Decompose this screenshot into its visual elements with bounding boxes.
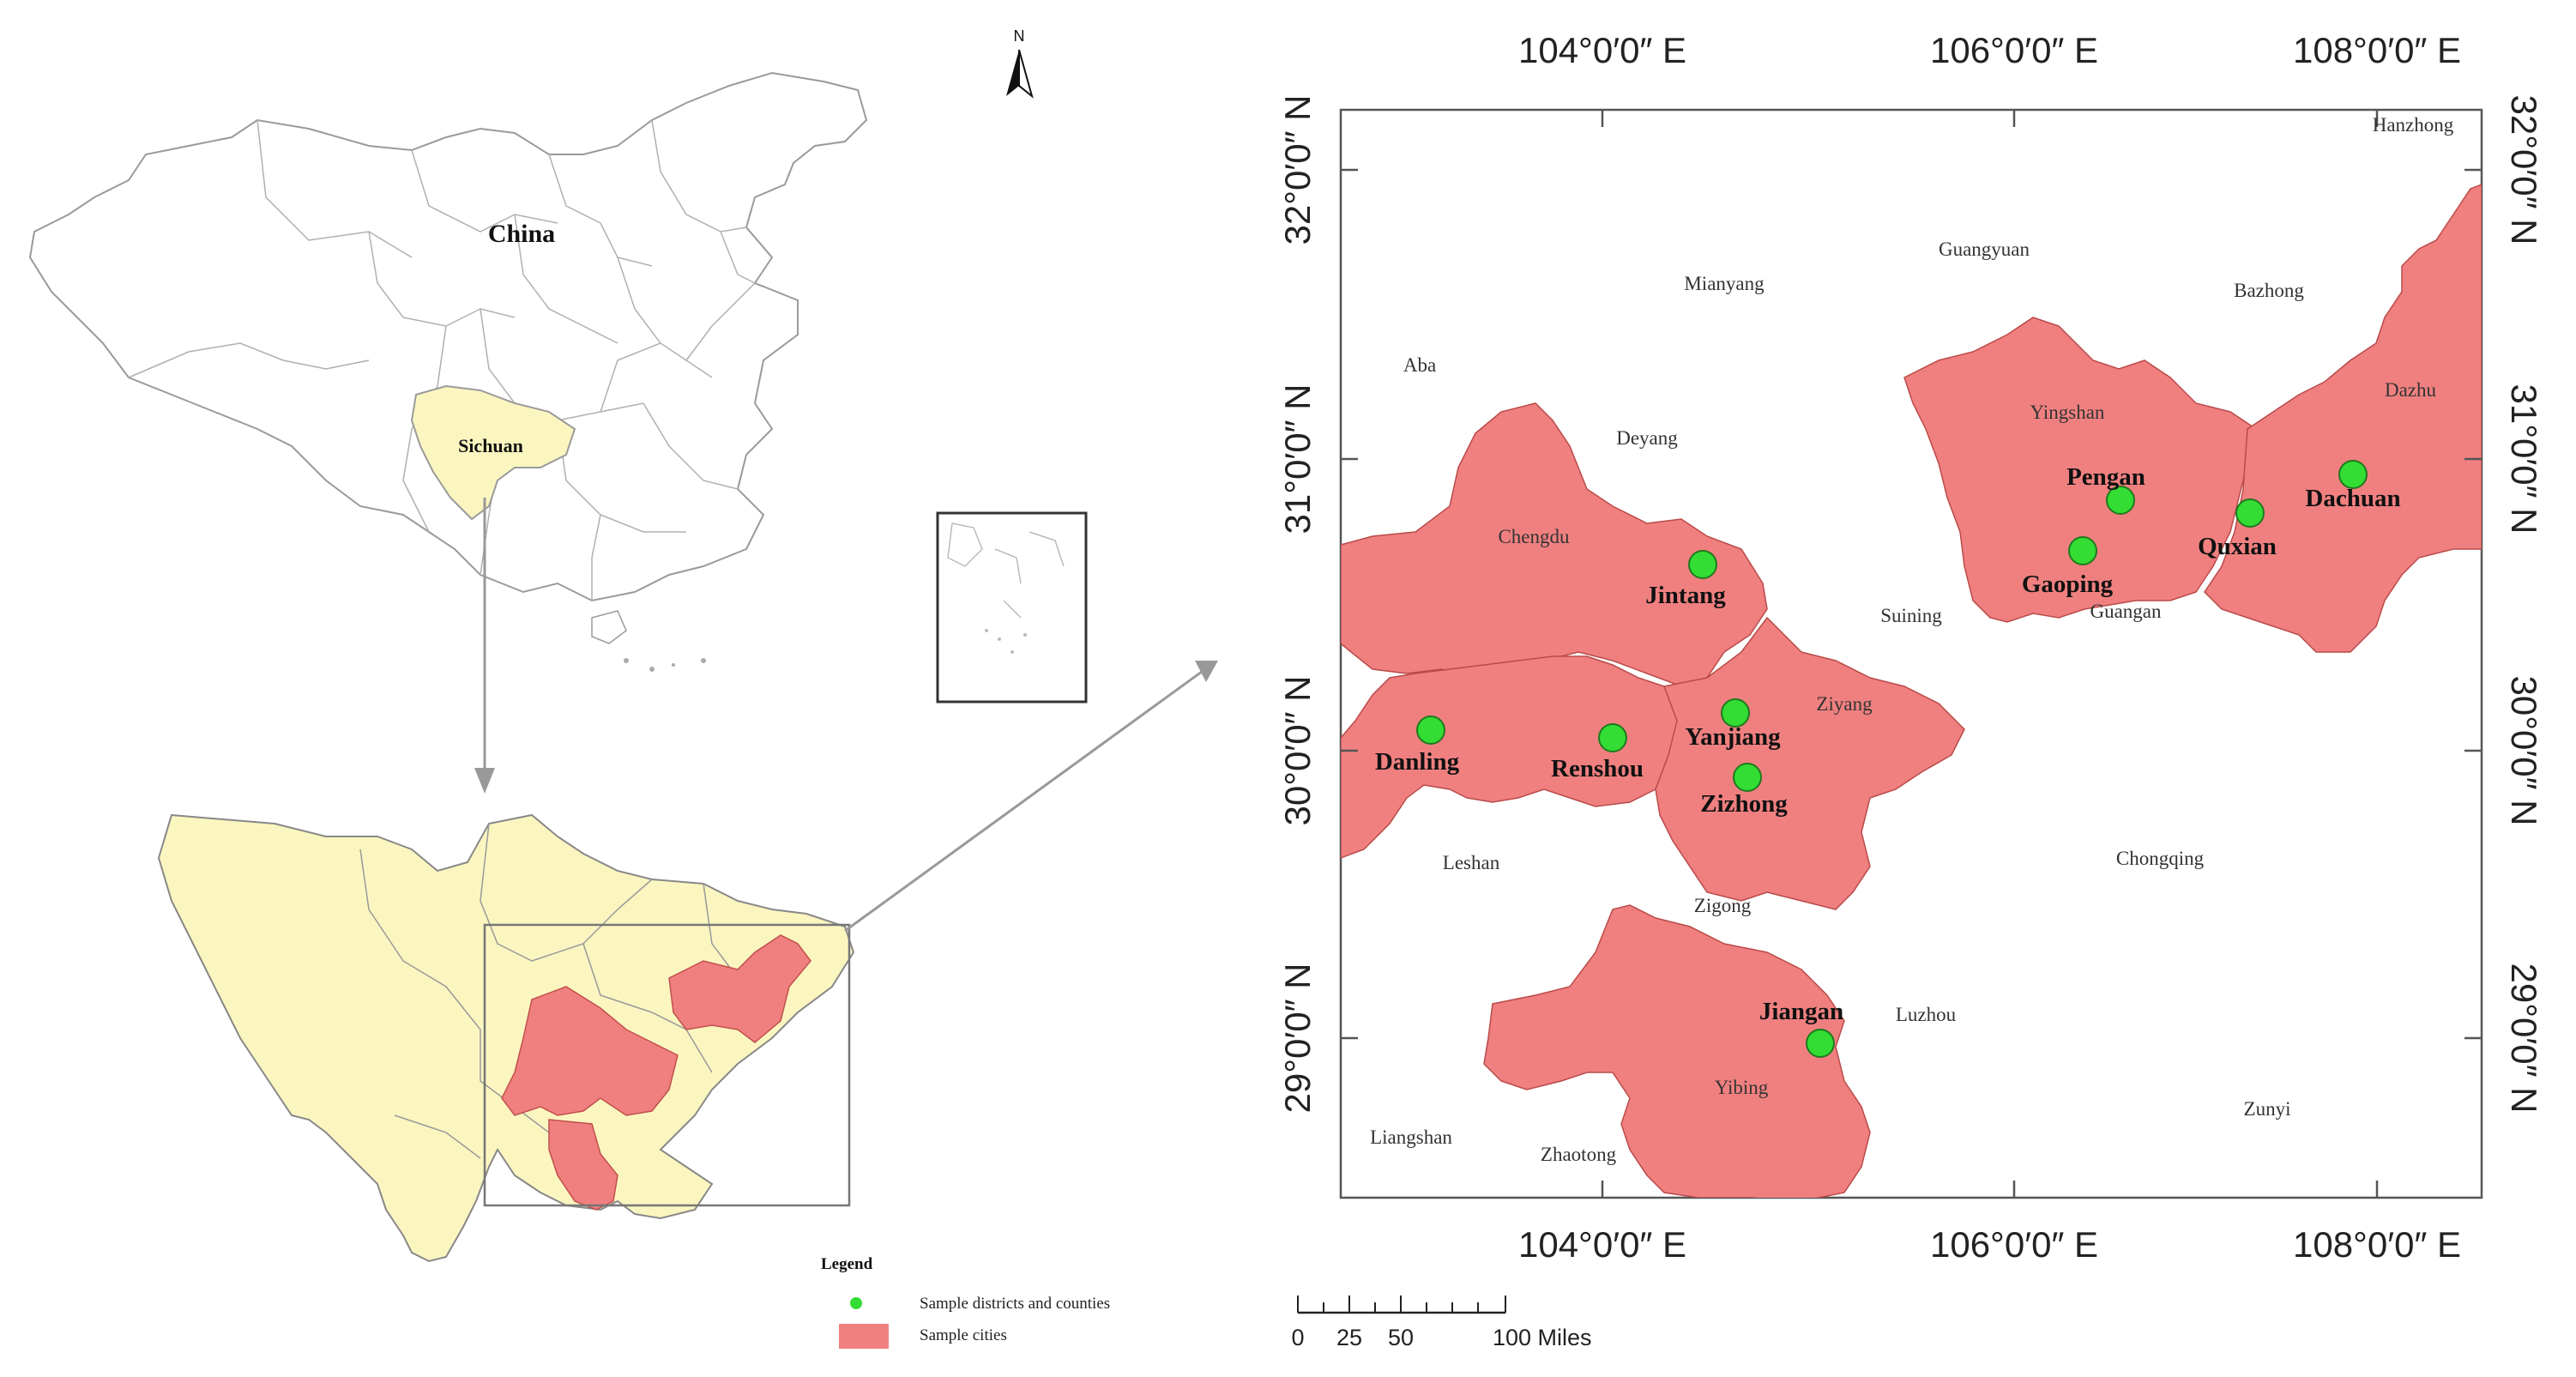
site-marker-quxian[interactable]: [2235, 498, 2265, 528]
sample-site-markers: [1416, 460, 2368, 1058]
site-label-jiangan: Jiangan: [1759, 998, 1843, 1025]
scale-label-0: 0: [1291, 1325, 1304, 1350]
city-label-mianyang: Mianyang: [1684, 273, 1765, 294]
city-label-luzhou: Luzhou: [1896, 1004, 1957, 1025]
china-outline: [28, 71, 868, 602]
region-yibin: [1483, 904, 1871, 1198]
legend-site-marker: [850, 1297, 862, 1309]
south-china-sea-inset: [936, 511, 1088, 704]
site-label-dachuan: Dachuan: [2305, 485, 2400, 512]
site-label-danling: Danling: [1375, 748, 1460, 776]
lat-label-right-30: 30°0′0″ N: [2504, 676, 2544, 826]
lon-label-top-104: 104°0′0″ E: [1518, 30, 1686, 70]
lat-label-right-31: 31°0′0″ N: [2504, 384, 2544, 534]
north-arrow-label: N: [1014, 27, 1025, 45]
hainan-island: [591, 610, 627, 644]
city-label-leshan: Leshan: [1443, 852, 1500, 873]
legend-cities-label: Sample cities: [920, 1326, 1007, 1344]
sichuan-province-highlight: [410, 384, 576, 521]
city-label-chongqing: Chongqing: [2116, 848, 2205, 869]
city-label-liangshan: Liangshan: [1370, 1126, 1452, 1148]
legend: Legend Sample districts and counties Sam…: [821, 1255, 1110, 1349]
city-label-chengdu: Chengdu: [1498, 526, 1570, 547]
scale-label-50: 50: [1388, 1325, 1414, 1350]
site-label-zizhong: Zizhong: [1700, 790, 1788, 818]
zoom-arrow-down: [474, 498, 495, 794]
sichuan-label: Sichuan: [458, 435, 523, 456]
city-label-dazhu: Dazhu: [2385, 379, 2437, 401]
site-label-pengan: Pengan: [2066, 463, 2145, 491]
site-label-quxian: Quxian: [2198, 533, 2277, 560]
sichuan-overview-map: [157, 813, 855, 1263]
site-marker-pengan[interactable]: [2106, 486, 2135, 515]
site-marker-jiangan[interactable]: [1806, 1029, 1835, 1058]
city-label-hanzhong: Hanzhong: [2373, 114, 2454, 136]
site-marker-danling[interactable]: [1416, 716, 1445, 745]
south-sea-islands: [624, 658, 706, 672]
region-guangan: [1903, 317, 2257, 623]
city-label-guangyuan: Guangyuan: [1939, 239, 2030, 260]
city-label-guangan: Guangan: [2090, 601, 2162, 622]
scale-label-25: 25: [1336, 1325, 1362, 1350]
graticule-ticks: [1341, 110, 2482, 1198]
city-label-ziyang: Ziyang: [1816, 693, 1873, 715]
lon-label-bottom-104: 104°0′0″ E: [1518, 1224, 1686, 1265]
lat-label-left-30: 30°0′0″ N: [1277, 676, 1318, 826]
legend-sites-label: Sample districts and counties: [920, 1295, 1110, 1313]
city-label-zunyi: Zunyi: [2244, 1098, 2291, 1120]
lat-label-left-32: 32°0′0″ N: [1277, 95, 1318, 245]
zoom-arrow-right: [844, 661, 1218, 933]
city-label-deyang: Deyang: [1616, 427, 1678, 449]
china-overview-map: China Sichuan N: [28, 27, 1088, 704]
china-label: China: [488, 220, 555, 248]
city-label-zhaotong: Zhaotong: [1541, 1144, 1617, 1165]
sichuan-outline: [157, 813, 855, 1263]
north-arrow-icon: N: [1006, 27, 1034, 99]
lat-label-left-29: 29°0′0″ N: [1277, 963, 1318, 1114]
scale-label-100: 100 Miles: [1493, 1325, 1592, 1350]
lon-label-top-108: 108°0′0″ E: [2293, 30, 2461, 70]
region-ziyang: [1655, 616, 1965, 910]
site-label-gaoping: Gaoping: [2022, 571, 2114, 598]
lon-label-bottom-106: 106°0′0″ E: [1930, 1224, 2098, 1265]
lat-label-right-29: 29°0′0″ N: [2504, 963, 2544, 1114]
region-dazhou: [2204, 184, 2482, 653]
site-label-jintang: Jintang: [1645, 582, 1726, 609]
detail-map: 104°0′0″ E 106°0′0″ E 108°0′0″ E 104°0′0…: [1277, 30, 2544, 1265]
detail-extent-box: [483, 923, 851, 1207]
sichuan-sample-cities: [501, 934, 811, 1211]
city-label-aba: Aba: [1403, 354, 1436, 376]
city-label-yibing: Yibing: [1715, 1077, 1769, 1098]
site-label-yanjiang: Yanjiang: [1685, 723, 1781, 751]
site-label-renshou: Renshou: [1551, 755, 1644, 782]
inset-dots: [985, 629, 1027, 654]
lat-label-right-32: 32°0′0″ N: [2504, 95, 2544, 245]
site-marker-gaoping[interactable]: [2068, 536, 2097, 565]
site-marker-zizhong[interactable]: [1733, 763, 1762, 792]
lon-label-bottom-108: 108°0′0″ E: [2293, 1224, 2461, 1265]
city-label-yingshan: Yingshan: [2030, 402, 2105, 423]
city-label-suining: Suining: [1880, 605, 1942, 626]
site-marker-jintang[interactable]: [1688, 550, 1717, 579]
detail-regions: [1341, 184, 2482, 1198]
city-label-bazhong: Bazhong: [2234, 280, 2304, 301]
lon-label-top-106: 106°0′0″ E: [1930, 30, 2098, 70]
inset-islands: [947, 522, 1065, 619]
site-marker-yanjiang[interactable]: [1721, 698, 1750, 728]
city-label-zigong: Zigong: [1694, 895, 1752, 916]
lat-label-left-31: 31°0′0″ N: [1277, 384, 1318, 534]
legend-city-swatch: [839, 1324, 889, 1349]
scale-bar-ticks: [1297, 1295, 1506, 1313]
site-marker-renshou[interactable]: [1598, 723, 1627, 752]
legend-title: Legend: [821, 1255, 873, 1273]
scale-bar: 0 25 50 100 Miles: [1291, 1295, 1592, 1350]
site-marker-dachuan[interactable]: [2338, 460, 2368, 489]
